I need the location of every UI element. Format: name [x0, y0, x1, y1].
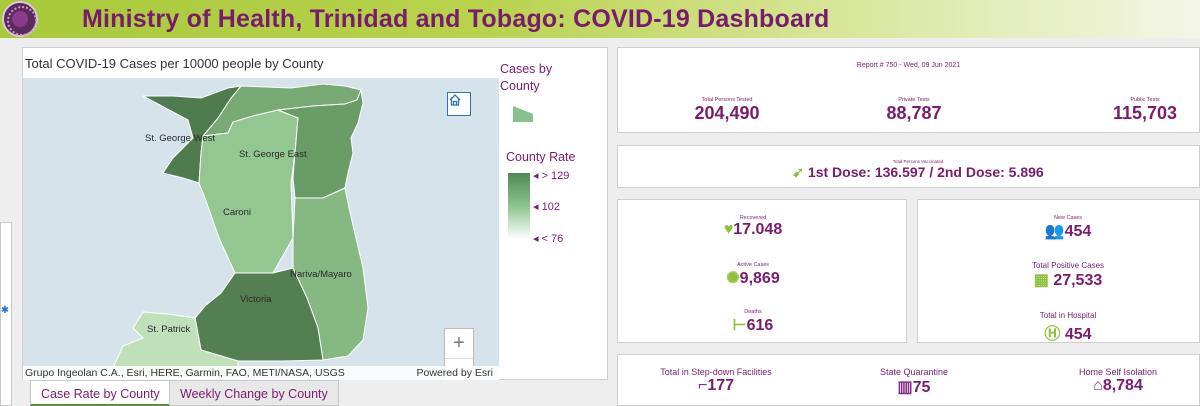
heart-recovered-icon: ♥ [723, 221, 734, 238]
county-map-svg: St. George West St. George East Caroni N… [112, 83, 369, 379]
private-tests-stat: Private Tests 88,787 [864, 97, 964, 124]
virus-icon: ✺ [726, 270, 740, 287]
tab-case-rate-by-county[interactable]: Case Rate by County [30, 380, 171, 406]
private-tests-value: 88,787 [886, 103, 942, 123]
vaccinated-stat: Total Persons Vaccinated ➹ 1st Dose: 136… [768, 159, 1068, 181]
zoom-in-button[interactable]: + [453, 332, 465, 354]
public-tests-stat: Public Tests 115,703 [1090, 97, 1200, 124]
vaccinated-label: Total Persons Vaccinated [892, 159, 944, 164]
dashboard-header: Ministry of Health, Trinidad and Tobago:… [0, 0, 1200, 38]
map-label-st-george-west: St. George West [145, 133, 215, 144]
map-label-st-patrick: St. Patrick [147, 324, 191, 335]
public-tests-label: Public Tests [1130, 97, 1160, 103]
home-isolation-label: Home Self Isolation [1078, 367, 1158, 377]
stepdown-stat: Total in Step-down Facilities ⌐177 [646, 367, 786, 395]
home-isolation-value: 8,784 [1102, 377, 1143, 394]
county-victoria[interactable] [194, 267, 324, 362]
side-panel-toggle-icon[interactable]: ✱ [0, 305, 10, 316]
map-title: Total COVID-19 Cases per 10000 people by… [25, 56, 324, 71]
recovered-label: Recovered [739, 215, 767, 221]
map-label-st-george-east: St. George East [239, 149, 307, 160]
deaths-value: 616 [746, 317, 774, 334]
stepdown-value: 177 [707, 377, 735, 394]
hospital-label: Total in Hospital [1039, 311, 1097, 320]
map-label-victoria: Victoria [240, 294, 272, 305]
recovered-value: 17.048 [733, 221, 783, 238]
outcomes-card: Recovered ♥17.048 Active Cases ✺9,869 De… [617, 199, 907, 343]
hospital-value: 454 [1064, 326, 1092, 343]
legend-mid-label: ◂ 102 [533, 201, 560, 213]
coronavirus-logo-icon [2, 1, 38, 37]
house-icon: ⌂ [1093, 377, 1103, 394]
deaths-stat: Deaths ⊢616 [698, 309, 808, 335]
isolation-card: Total in Step-down Facilities ⌐177 State… [617, 354, 1200, 406]
people-icon: 👥 [1044, 223, 1065, 240]
hospital-stat: Total in Hospital Ⓗ 454 [1013, 311, 1123, 344]
calendar-grid-icon: ▦ [1033, 272, 1049, 289]
new-cases-label: New Cases [1053, 215, 1083, 221]
new-cases-stat: New Cases 👥454 [1013, 215, 1123, 241]
testing-summary-card: Report # 750 - Wed, 09 Jun 2021 Total Pe… [617, 47, 1200, 133]
total-tested-value: 204,490 [694, 103, 760, 123]
private-tests-label: Private Tests [898, 97, 930, 103]
active-cases-stat: Active Cases ✺9,869 [698, 262, 808, 288]
quarantine-stat: State Quarantine ▥75 [854, 367, 974, 397]
hospital-icon: Ⓗ [1044, 326, 1061, 343]
vaccination-card: Total Persons Vaccinated ➹ 1st Dose: 136… [617, 145, 1200, 188]
powered-by-esri[interactable]: Powered by Esri [416, 367, 493, 379]
total-positive-stat: Total Positive Cases ▦ 27,533 [998, 261, 1138, 290]
active-cases-label: Active Cases [736, 262, 770, 268]
legend-high-label: ◂ > 129 [533, 170, 570, 182]
public-tests-value: 115,703 [1112, 103, 1178, 123]
quarantine-label: State Quarantine [879, 367, 949, 377]
total-positive-label: Total Positive Cases [1031, 261, 1105, 270]
stepdown-label: Total in Step-down Facilities [660, 367, 772, 377]
active-cases-value: 9,869 [739, 270, 780, 287]
quarantine-value: 75 [912, 379, 931, 396]
total-positive-value: 27,533 [1053, 272, 1103, 289]
vaccinated-line: ➹ 1st Dose: 136.597 / 2nd Dose: 5.896 [768, 164, 1068, 181]
county-caroni[interactable] [198, 109, 299, 274]
new-cases-value: 454 [1064, 223, 1092, 240]
home-isolation-stat: Home Self Isolation ⌂8,784 [1058, 367, 1178, 395]
map-label-caroni: Caroni [223, 207, 251, 218]
legend-subtitle: County Rate [506, 150, 576, 164]
legend-low-label: ◂ < 76 [533, 233, 564, 245]
map-panel: Total COVID-19 Cases per 10000 people by… [22, 47, 608, 380]
legend-color-ramp [508, 173, 530, 239]
report-date: Report # 750 - Wed, 09 Jun 2021 [856, 62, 961, 69]
page-title: Ministry of Health, Trinidad and Tobago:… [82, 5, 830, 33]
building-icon: ▥ [897, 379, 913, 396]
total-tested-label: Total Persons Tested [701, 97, 753, 103]
tab-weekly-change-by-county[interactable]: Weekly Change by County [169, 380, 339, 406]
stairs-icon: ⌐ [697, 377, 708, 394]
county-polygon-swatch-icon [513, 106, 533, 122]
map-attribution: Grupo Ingeolan C.A., Esri, HERE, Garmin,… [25, 367, 345, 379]
home-extent-button[interactable] [447, 92, 471, 116]
deaths-label: Deaths [744, 309, 762, 315]
recovered-stat: Recovered ♥17.048 [698, 215, 808, 239]
county-map[interactable]: St. George West St. George East Caroni N… [23, 78, 499, 380]
legend-title: Cases by County [500, 62, 553, 93]
bed-icon: ⊢ [732, 317, 747, 334]
total-tested-stat: Total Persons Tested 204,490 [672, 97, 782, 124]
vaccinated-value: 1st Dose: 136.597 / 2nd Dose: 5.896 [807, 164, 1044, 180]
cases-card: New Cases 👥454 Total Positive Cases ▦ 27… [917, 199, 1200, 343]
map-label-nariva-mayaro: Nariva/Mayaro [290, 269, 352, 280]
map-attribution-bar: Grupo Ingeolan C.A., Esri, HERE, Garmin,… [23, 366, 499, 380]
home-icon [449, 94, 461, 106]
syringe-icon: ➹ [792, 164, 805, 180]
county-st-george-east-east[interactable] [277, 88, 364, 199]
